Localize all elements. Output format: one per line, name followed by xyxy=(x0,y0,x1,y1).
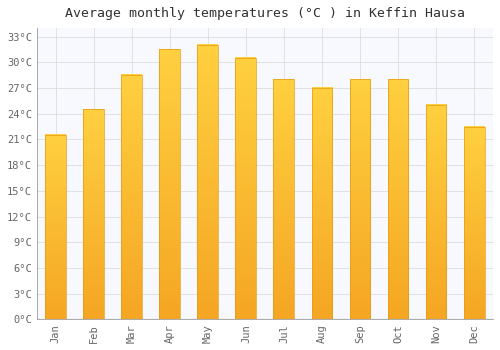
Bar xyxy=(236,58,256,320)
Bar xyxy=(388,79,408,320)
Bar xyxy=(426,105,446,320)
Title: Average monthly temperatures (°C ) in Keffin Hausa: Average monthly temperatures (°C ) in Ke… xyxy=(65,7,465,20)
Bar xyxy=(160,49,180,320)
Bar xyxy=(198,45,218,320)
Bar xyxy=(312,88,332,320)
Bar xyxy=(46,135,66,320)
Bar xyxy=(350,79,370,320)
Bar xyxy=(84,110,104,320)
Bar xyxy=(464,127,484,320)
Bar xyxy=(274,79,294,320)
Bar xyxy=(122,75,142,320)
